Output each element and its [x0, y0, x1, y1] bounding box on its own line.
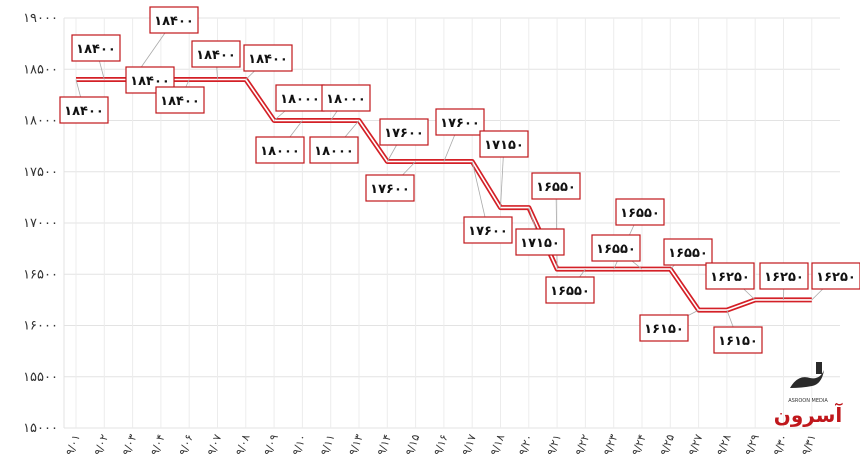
data-label-box: [149, 6, 199, 34]
data-label: ۱۸۴۰۰: [130, 74, 170, 89]
x-tick-label: ۹/۲۹: [742, 432, 762, 457]
data-label-box: [515, 228, 565, 256]
data-label: ۱۸۴۰۰: [76, 42, 116, 57]
data-label: ۱۸۰۰۰: [280, 92, 320, 107]
x-tick-label: ۹/۰۳: [120, 432, 140, 457]
data-label-box: [59, 96, 109, 124]
data-label: ۱۸۰۰۰: [314, 144, 354, 159]
y-tick-label: ۱۶۵۰۰: [23, 267, 58, 282]
data-label: ۱۶۲۵۰: [816, 270, 856, 285]
data-label: ۱۸۴۰۰: [196, 48, 236, 63]
data-label-box: [615, 198, 665, 226]
y-tick-label: ۱۸۵۰۰: [23, 62, 58, 77]
x-tick-label: ۹/۳۱: [799, 433, 819, 458]
data-label: ۱۶۵۵۰: [668, 246, 708, 261]
data-label-box: [71, 34, 121, 62]
data-label: ۱۶۵۵۰: [536, 180, 576, 195]
x-tick-label: ۹/۱۳: [346, 432, 366, 457]
data-label-box: [705, 262, 755, 290]
y-tick-label: ۱۷۵۰۰: [23, 165, 58, 180]
data-label: ۱۷۶۰۰: [370, 182, 410, 197]
data-label-box: [309, 136, 359, 164]
x-tick-label: ۹/۲۷: [686, 432, 706, 457]
logo-mark-icon: [790, 370, 824, 388]
data-label-box: [479, 130, 529, 158]
data-label-box: [591, 234, 641, 262]
logo-subtitle: ASROON MEDIA: [788, 398, 828, 404]
data-label: ۱۸۴۰۰: [64, 104, 104, 119]
data-label-box: [243, 44, 293, 72]
y-tick-label: ۱۵۵۰۰: [23, 370, 58, 385]
y-tick-label: ۱۷۰۰۰: [23, 216, 58, 231]
data-label: ۱۸۰۰۰: [326, 92, 366, 107]
x-tick-label: ۹/۲۳: [601, 432, 621, 457]
x-tick-label: ۹/۰۲: [92, 432, 112, 457]
data-label-box: [811, 262, 860, 290]
data-label-box: [713, 326, 763, 354]
x-tick-label: ۹/۰۷: [205, 432, 225, 457]
data-label-box: [463, 216, 513, 244]
x-tick-label: ۹/۲۱: [544, 433, 564, 458]
logo-figure-icon: [816, 362, 822, 374]
data-label-box: [435, 108, 485, 136]
x-tick-label: ۹/۱۶: [431, 433, 451, 458]
x-tick-label: ۹/۲۵: [658, 432, 678, 457]
data-label: ۱۶۱۵۰: [718, 334, 758, 349]
data-label: ۱۶۱۵۰: [644, 322, 684, 337]
x-tick-label: ۹/۰۶: [176, 433, 196, 458]
x-tick-label: ۹/۲۴: [629, 432, 649, 457]
y-tick-label: ۱۹۰۰۰: [23, 11, 58, 26]
x-axis: ۹/۰۱ ۹/۰۲ ۹/۰۳ ۹/۰۴ ۹/۰۶ ۹/۰۷ ۹/۰۸ ۹/۰۹ ۹/۱۰ ۹/۱۱…: [63, 432, 818, 457]
data-label-box: [275, 84, 325, 112]
y-tick-label: ۱۵۰۰۰: [23, 421, 58, 436]
x-tick-label: ۹/۲۰: [516, 433, 536, 458]
x-tick-label: ۹/۰۴: [148, 432, 168, 457]
x-tick-label: ۹/۰۹: [261, 432, 281, 457]
data-label-box: [191, 40, 241, 68]
data-label-box: [639, 314, 689, 342]
x-tick-label: ۹/۰۱: [63, 433, 83, 458]
data-label-box: [379, 118, 429, 146]
logo-wordmark: آسرون: [774, 402, 844, 427]
x-tick-label: ۹/۱۴: [375, 432, 395, 457]
data-label: ۱۶۵۵۰: [596, 242, 636, 257]
data-label: ۱۸۰۰۰: [260, 144, 300, 159]
data-label: ۱۸۴۰۰: [154, 14, 194, 29]
data-label-box: [255, 136, 305, 164]
data-label: ۱۷۶۰۰: [440, 116, 480, 131]
data-label-box: [663, 238, 713, 266]
label-leader-lines: [75, 19, 837, 341]
data-label: ۱۶۲۵۰: [710, 270, 750, 285]
data-label-box: [365, 174, 415, 202]
x-tick-label: ۹/۲۲: [573, 432, 593, 457]
y-tick-label: ۱۶۰۰۰: [23, 319, 58, 334]
x-tick-label: ۹/۰۸: [233, 432, 253, 457]
data-label: ۱۷۶۰۰: [384, 126, 424, 141]
x-tick-label: ۹/۱۸: [488, 432, 508, 457]
x-tick-label: ۹/۱۱: [318, 433, 338, 458]
x-tick-label: ۹/۱۵: [403, 432, 423, 457]
data-label: ۱۶۵۵۰: [620, 206, 660, 221]
data-label: ۱۸۴۰۰: [160, 94, 200, 109]
x-tick-label: ۹/۳۰: [771, 433, 791, 458]
data-label: ۱۸۴۰۰: [248, 52, 288, 67]
data-label-box: [545, 276, 595, 304]
x-tick-label: ۹/۲۸: [714, 432, 734, 457]
data-label-box: [531, 172, 581, 200]
y-tick-label: ۱۸۰۰۰: [23, 114, 58, 129]
data-label-box: [759, 262, 809, 290]
data-label: ۱۷۱۵۰: [484, 138, 524, 153]
data-label: ۱۷۶۰۰: [468, 224, 508, 239]
y-axis: ۱۹۰۰۰ ۱۸۵۰۰ ۱۸۰۰۰ ۱۷۵۰۰ ۱۷۰۰۰ ۱۶۵۰۰ ۱۶۰۰۰ ۱۵۵۰۰…: [23, 11, 58, 436]
data-label: ۱۶۵۵۰: [550, 284, 590, 299]
x-tick-label: ۹/۱۷: [459, 432, 479, 457]
data-label-box: [155, 86, 205, 114]
data-label: ۱۶۲۵۰: [764, 270, 804, 285]
data-label-box: [321, 84, 371, 112]
x-tick-label: ۹/۱۰: [290, 433, 310, 458]
data-label: ۱۷۱۵۰: [520, 236, 560, 251]
data-labels: ۱۸۴۰۰ ۱۸۴۰۰ ۱۸۴۰۰ ۱۸۴۰۰ ۱۸۴۰۰ ۱۸۴۰۰ ۱۸۴۰۰ ۱۸۰۰۰…: [59, 6, 860, 354]
